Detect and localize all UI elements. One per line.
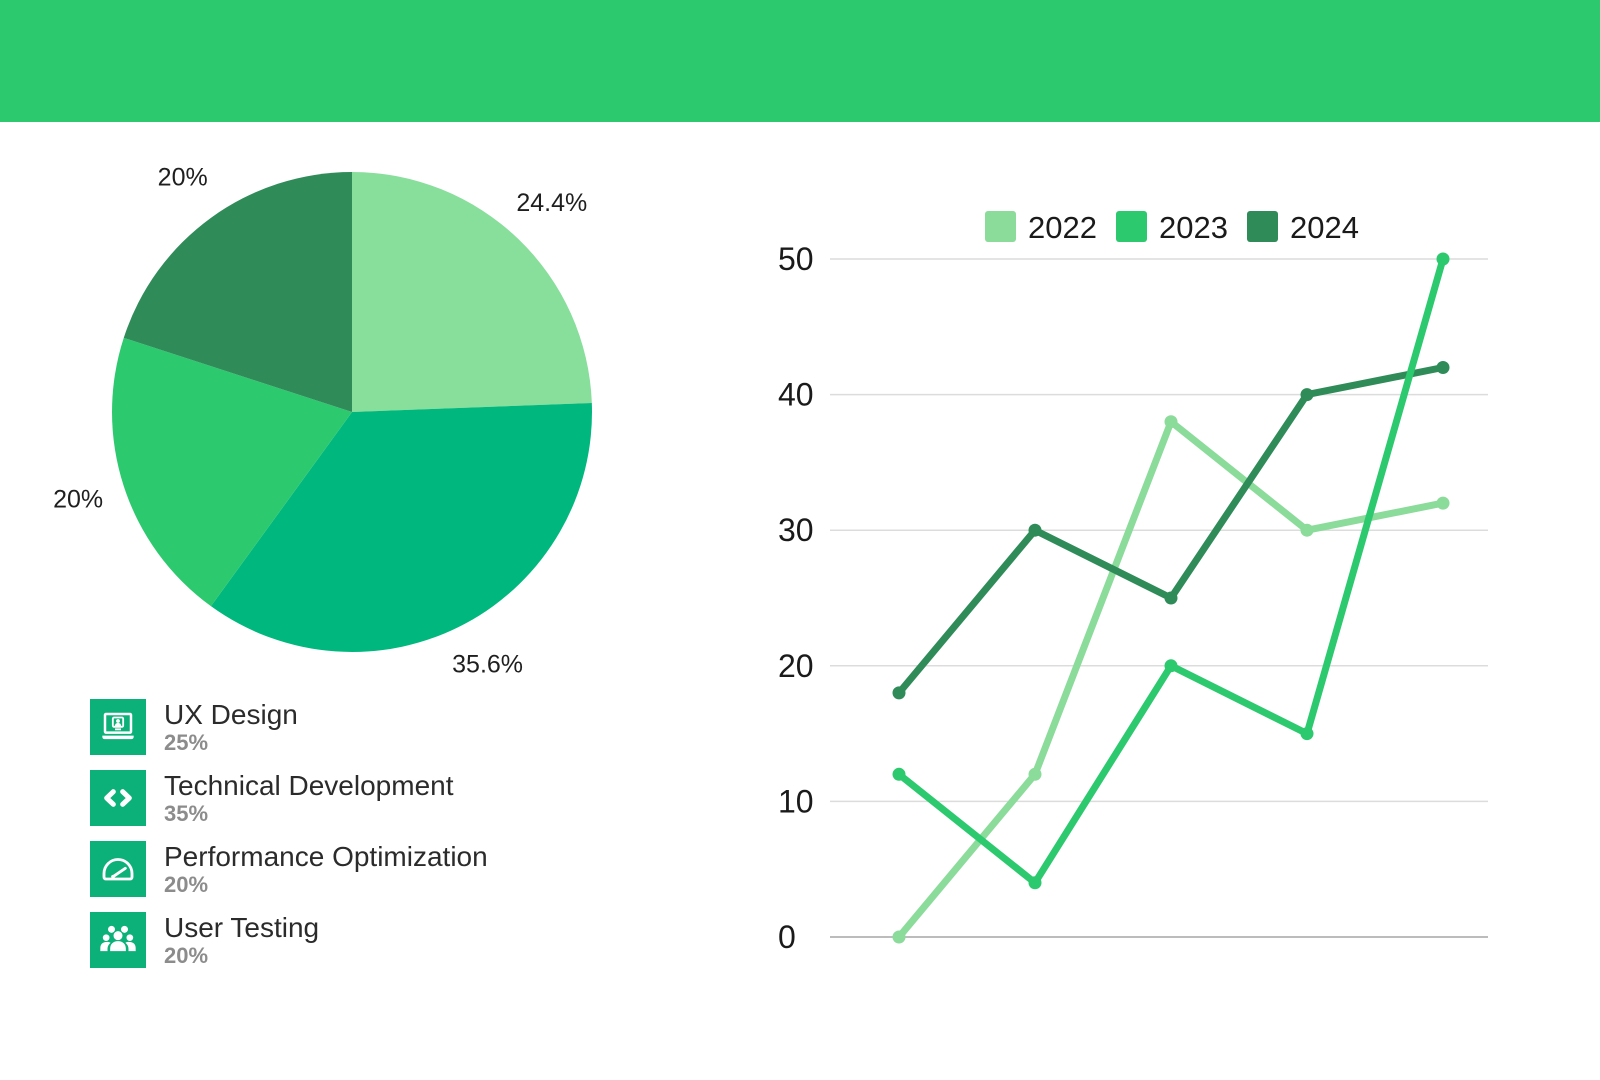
pie-slice-label-2: 20% [53, 486, 103, 514]
users-icon [90, 912, 146, 968]
legend-item-label: Technical Development [164, 770, 454, 801]
data-point-2022-2 [1164, 415, 1178, 429]
pie-slice-0 [352, 172, 592, 412]
legend-item-2: Performance Optimization 20% [90, 841, 650, 897]
line-legend-label-2022: 2022 [1028, 210, 1097, 245]
data-point-2024-1 [1028, 523, 1042, 537]
line-legend-label-2023: 2023 [1159, 210, 1228, 245]
legend-item-0: UX Design 25% [90, 699, 650, 755]
y-tick-label-30: 30 [778, 512, 814, 548]
line-legend-swatch-2023 [1116, 211, 1147, 242]
gauge-icon [90, 841, 146, 897]
line-chart: 0 10 20 30 40 50 2022 2023 2024 [778, 210, 1488, 955]
legend-item-label: UX Design [164, 699, 298, 730]
y-tick-label-40: 40 [778, 377, 814, 413]
data-point-2024-2 [1164, 591, 1178, 605]
line-series-2022 [895, 418, 1447, 941]
data-point-2023-2 [1164, 659, 1178, 673]
legend-item-1: Technical Development 35% [90, 770, 650, 826]
data-point-2022-3 [1300, 523, 1314, 537]
legend-item-3: User Testing 20% [90, 912, 650, 968]
legend-item-label: User Testing [164, 912, 320, 943]
data-point-2022-1 [1028, 767, 1042, 781]
pie-slice-1 [210, 402, 593, 652]
y-tick-label-20: 20 [778, 648, 814, 684]
data-point-2023-3 [1300, 727, 1314, 741]
pie-slice-2 [112, 337, 352, 607]
data-point-2023-4 [1436, 252, 1450, 266]
y-tick-label-50: 50 [778, 241, 814, 277]
data-point-2023-0 [892, 767, 906, 781]
pie-slice-label-1: 35.6% [452, 651, 523, 679]
header-banner [0, 0, 1600, 122]
line-legend-swatch-2024 [1247, 211, 1278, 242]
pie-legend: UX Design 25% Technical Development 35% Pe… [90, 699, 650, 983]
laptop-user-icon [90, 699, 146, 755]
code-icon [90, 770, 146, 826]
data-point-2024-3 [1300, 388, 1314, 402]
line-legend-label-2024: 2024 [1290, 210, 1359, 245]
legend-item-value: 25% [164, 730, 209, 755]
pie-chart: 24.4% 35.6% 20% 20% [53, 164, 593, 679]
data-point-2024-0 [892, 686, 906, 700]
legend-item-value: 20% [164, 943, 209, 968]
legend-item-value: 20% [164, 872, 209, 897]
data-point-2022-4 [1436, 496, 1450, 510]
data-point-2022-0 [892, 930, 906, 944]
pie-slice-label-3: 20% [158, 164, 208, 192]
pie-slice-label-0: 24.4% [516, 189, 587, 217]
line-legend-swatch-2022 [985, 211, 1016, 242]
data-point-2024-4 [1436, 361, 1450, 374]
data-point-2023-1 [1028, 876, 1042, 890]
y-tick-label-0: 0 [778, 919, 796, 955]
legend-item-value: 35% [164, 801, 209, 826]
pie-slice-3 [123, 172, 352, 412]
legend-item-label: Performance Optimization [164, 841, 488, 872]
y-tick-label-10: 10 [778, 783, 814, 819]
line-series-2023 [895, 255, 1447, 887]
